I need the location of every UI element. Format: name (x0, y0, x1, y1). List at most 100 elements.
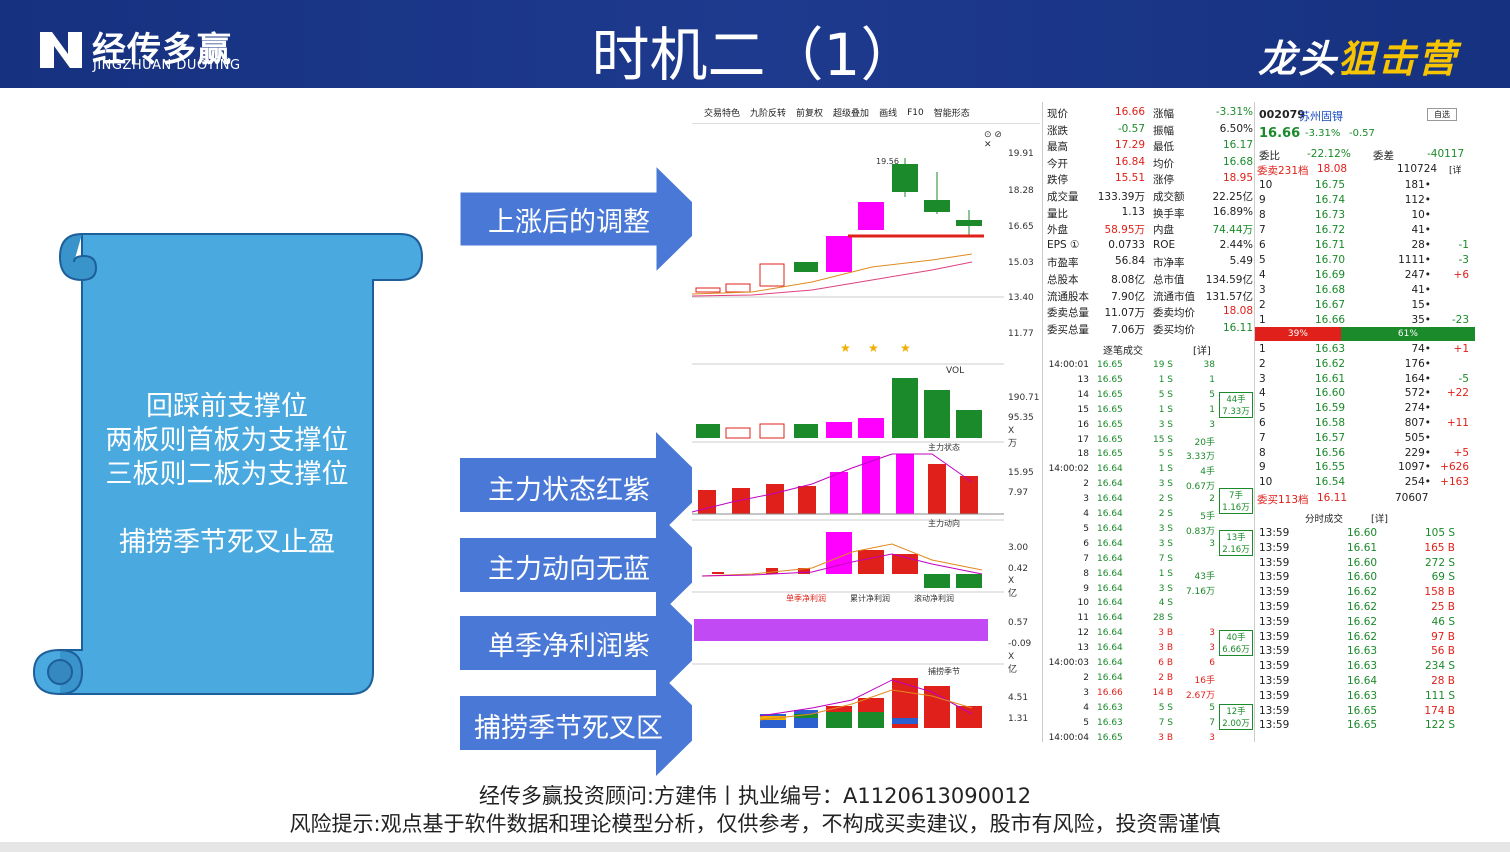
tick-price: 16.63 (1097, 702, 1123, 713)
tick-row: 14:00:04 16.65 3 B 3 (1047, 733, 1247, 748)
tick-agg (1179, 554, 1215, 569)
tick-vol: 3 S (1158, 419, 1173, 430)
arrow-label-2: 主力状态红紫 (488, 475, 650, 506)
bid-level: 7 (1259, 431, 1266, 444)
fenshi-vol: 28 B (1431, 675, 1455, 687)
toolbar-item[interactable]: 前复权 (796, 109, 824, 119)
fenshi-price: 16.62 (1347, 630, 1378, 643)
quote-row: 外盘 58.95万 内盘 74.44万 (1047, 222, 1253, 238)
tick-row: 7 16.64 7 S (1047, 554, 1247, 569)
fenshi-price: 16.64 (1347, 675, 1378, 687)
candle (794, 262, 818, 272)
arrow-label-1: 上涨后的调整 (488, 207, 650, 238)
zlzt-bars (692, 453, 978, 514)
fenshi-price: 16.65 (1347, 704, 1378, 717)
page-title: 时机二（1） (591, 21, 919, 89)
ask-vol: 35• (1411, 314, 1431, 326)
vol-tick: 95.35 (1008, 413, 1034, 423)
quote-value: 0.0733 (1108, 238, 1145, 251)
fenshi-time: 13:59 (1259, 630, 1290, 643)
ask-level: 7 (1259, 224, 1266, 236)
bid-vol: 1097• (1398, 461, 1431, 474)
fenshi-vol: 158 B (1424, 586, 1455, 599)
ask-price: 16.69 (1315, 269, 1346, 281)
tick-price: 16.66 (1097, 687, 1123, 698)
quote-label: 换手率 (1153, 207, 1185, 220)
quote-value: -3.31% (1215, 106, 1253, 118)
price-tick-icons[interactable]: ⊙ ⊘ ✕ (984, 130, 1002, 150)
bid-price: 16.62 (1315, 357, 1346, 370)
toolbar-item[interactable]: F10 (907, 107, 924, 118)
toolbar-item[interactable]: 九阶反转 (750, 109, 787, 119)
ask-level: 9 (1259, 194, 1266, 206)
tick-price: 16.63 (1097, 717, 1123, 728)
tick-time: 14:00:01 (1048, 360, 1089, 370)
vol-bar (892, 378, 918, 438)
toolbar-item[interactable]: 智能形态 (933, 109, 970, 119)
kline-chart-panel: 交易特色 九阶反转 前复权 超级叠加 画线 F10 智能形态 19.56 (692, 102, 1040, 742)
quote-value: 16.84 (1114, 155, 1145, 168)
toolbar-item[interactable]: 画线 (879, 109, 898, 119)
toolbar-item[interactable]: 交易特色 (704, 109, 741, 119)
tick-time: 7 (1083, 553, 1089, 564)
wb-value: -22.12% (1307, 148, 1351, 160)
ask-change: -1 (1458, 239, 1469, 251)
quote-row: 跌停 15.51 涨停 18.95 (1047, 172, 1253, 188)
tick-vol: 1 S (1158, 568, 1173, 579)
quote-row: 涨跌 -0.57 振幅 6.50% (1047, 123, 1253, 139)
tick-row: 13 16.64 3 B 3 (1047, 643, 1247, 658)
quote-label: 总市值 (1153, 274, 1185, 286)
star-icon: ★ (868, 341, 879, 355)
tick-time: 16 (1077, 419, 1089, 430)
bid-level: 2 (1259, 357, 1266, 370)
quote-value: 22.25亿 (1212, 191, 1253, 203)
profit-tick: 0.57 (1008, 618, 1029, 628)
ma-line (692, 261, 973, 297)
tick-vol: 15 S (1152, 434, 1173, 445)
quote-value: 5.49 (1229, 255, 1253, 268)
tick-row: 5 16.64 3 S 0.83万 (1047, 524, 1247, 539)
price-tick: 13.40 (1008, 293, 1034, 303)
profit-tab[interactable]: 滚动净利润 (914, 594, 954, 603)
ask-price: 16.73 (1315, 209, 1346, 221)
bid-price: 16.55 (1315, 461, 1346, 474)
tick-price: 16.64 (1097, 658, 1123, 668)
stock-pct: -3.31% (1305, 128, 1341, 139)
toolbar-item[interactable]: 超级叠加 (833, 109, 870, 119)
quote-value: 18.95 (1222, 172, 1253, 185)
quote-label: 均价 (1153, 157, 1174, 170)
quote-row: 市盈率 56.84 市净率 5.49 (1047, 255, 1253, 271)
quote-value: 16.89% (1212, 205, 1253, 218)
quote-value: 56.84 (1114, 255, 1145, 268)
fenshi-vol: 56 B (1431, 645, 1455, 658)
ask-price: 16.68 (1315, 284, 1346, 296)
ratio-bar: 39% 61% (1255, 327, 1475, 341)
profit-tab[interactable]: 累计净利润 (850, 594, 890, 603)
tick-price: 16.64 (1097, 672, 1123, 683)
tick-agg: 5手 (1200, 512, 1215, 522)
fenshi-time: 13:59 (1259, 645, 1290, 658)
tick-agg: 3 (1209, 732, 1215, 743)
profit-tab[interactable]: 单季净利润 (786, 594, 826, 603)
tick-time: 2 (1083, 479, 1089, 490)
quote-label: 量比 (1047, 207, 1068, 220)
arrow-label-5: 捕捞季节死叉区 (474, 713, 663, 744)
fenshi-time: 13:59 (1259, 527, 1290, 539)
tick-agg: 3 (1209, 643, 1215, 654)
tick-agg: 6 (1209, 658, 1215, 668)
tick-row: 13 16.65 1 S 1 (1047, 375, 1247, 390)
price-tick: 19.91 (1008, 149, 1034, 159)
tick-agg: 4手 (1200, 467, 1215, 478)
candle (759, 263, 785, 287)
star-icon: ★ (840, 341, 851, 355)
select-button[interactable]: 自选 (1427, 108, 1457, 121)
tick-price: 16.65 (1097, 434, 1123, 445)
tick-row: 3 16.64 2 S 2 (1047, 494, 1247, 509)
quote-label: 振幅 (1153, 124, 1174, 137)
tick-side-block: 44手 7.33万 (1219, 392, 1253, 418)
quote-label: 流通市值 (1153, 290, 1195, 303)
ask-change: +6 (1453, 269, 1469, 281)
high-mark-label: 19.56 (876, 157, 899, 166)
block-count: 7手 (1229, 491, 1243, 501)
tick-vol: 2 B (1158, 672, 1173, 683)
